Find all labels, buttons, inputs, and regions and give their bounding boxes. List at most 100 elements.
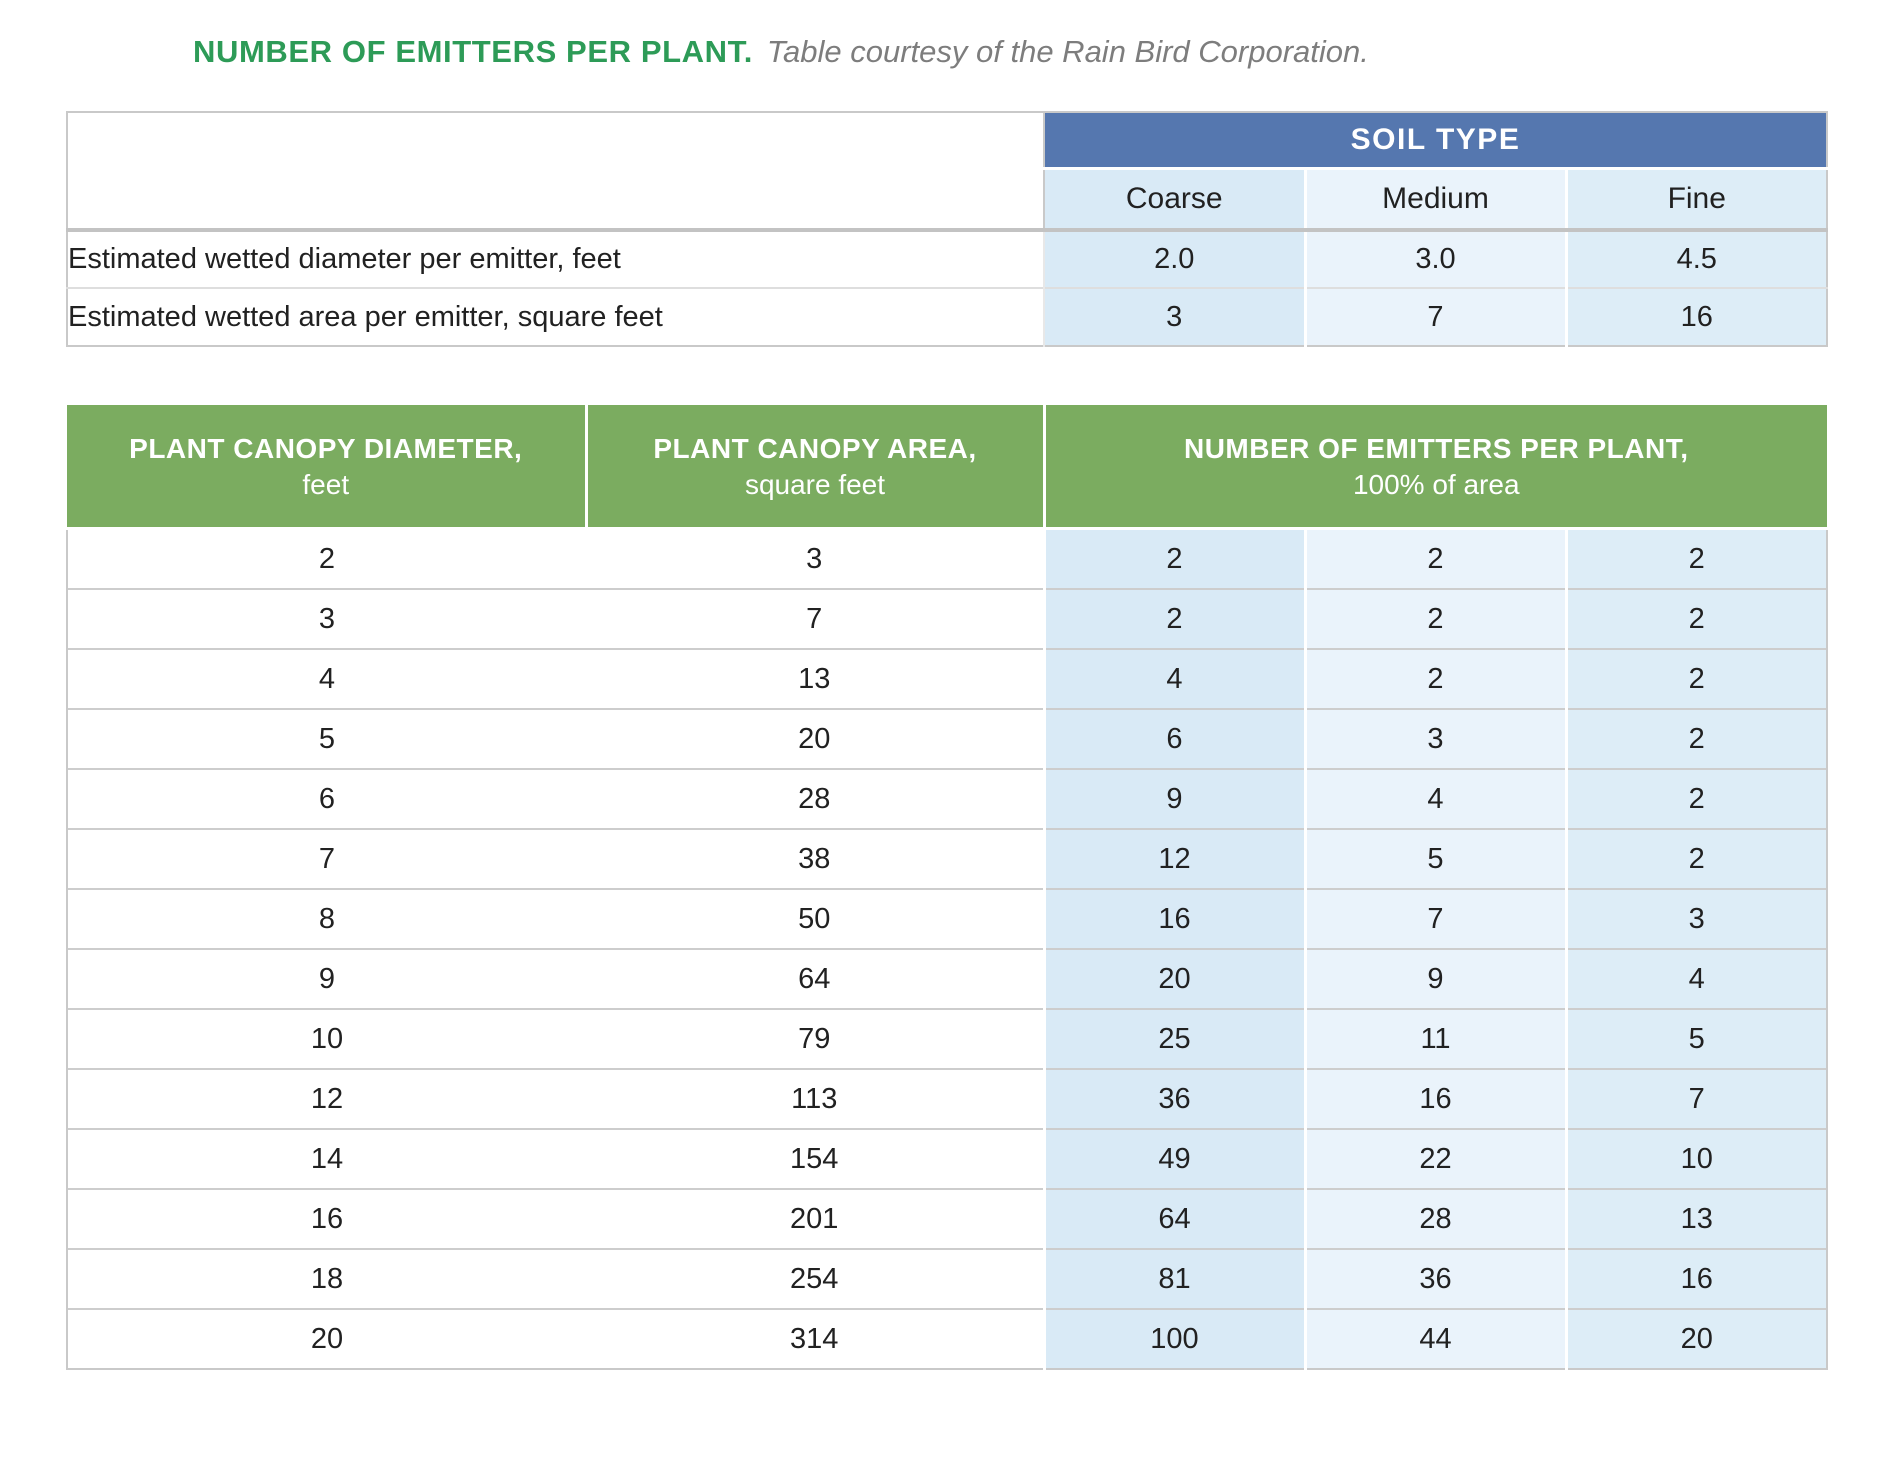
table-cell: 20 <box>66 1308 586 1370</box>
table-cell: 4 <box>1564 948 1828 1009</box>
table-cell: 5 <box>1564 1008 1828 1069</box>
column-header-fine: Fine <box>1564 166 1827 232</box>
table-cell: 13 <box>586 648 1044 709</box>
table-cell: 5 <box>1303 828 1566 889</box>
table-cell: 2 <box>1042 588 1305 649</box>
soil-column-header-row: Coarse Medium Fine <box>67 166 1827 232</box>
table-cell: 201 <box>586 1188 1044 1249</box>
table-cell: 2 <box>1564 768 1828 829</box>
table-cell: 64 <box>586 948 1044 1009</box>
table-cell: 8 <box>66 888 586 949</box>
table-cell: 4.5 <box>1564 230 1827 288</box>
table-row: 18 254 81 36 16 <box>66 1248 1828 1309</box>
table-cell: 3 <box>586 528 1044 589</box>
table-cell: 16 <box>1564 287 1827 346</box>
table-cell: 2 <box>1303 528 1566 589</box>
table-cell: 12 <box>66 1068 586 1129</box>
column-header-canopy-diameter: PLANT CANOPY DIAMETER, feet <box>67 405 586 530</box>
column-header-canopy-area: PLANT CANOPY AREA, square feet <box>584 405 1044 530</box>
table-cell: 7 <box>1303 888 1566 949</box>
table-cell: 28 <box>1303 1188 1566 1249</box>
table-cell: 36 <box>1303 1248 1566 1309</box>
table-cell: 2 <box>1303 648 1566 709</box>
table-cell: 3 <box>1564 888 1828 949</box>
table-cell: 16 <box>1042 888 1305 949</box>
table-row: 6 28 9 4 2 <box>66 768 1828 829</box>
table-row: 14 154 49 22 10 <box>66 1128 1828 1189</box>
table-row: 9 64 20 9 4 <box>66 948 1828 1009</box>
table-cell: 20 <box>1564 1308 1828 1370</box>
table-cell: 16 <box>66 1188 586 1249</box>
table-cell: 7 <box>1303 287 1566 346</box>
table-cell: 113 <box>586 1068 1044 1129</box>
table-row: 20 314 100 44 20 <box>66 1308 1828 1370</box>
table-cell: 11 <box>1303 1008 1566 1069</box>
table-cell: 3.0 <box>1303 230 1566 288</box>
table-cell: 10 <box>1564 1128 1828 1189</box>
table-cell: 4 <box>1042 648 1305 709</box>
header-line1: PLANT CANOPY DIAMETER, <box>129 433 523 464</box>
table-cell: 154 <box>586 1128 1044 1189</box>
table-row: 16 201 64 28 13 <box>66 1188 1828 1249</box>
table-cell: 2 <box>1564 588 1828 649</box>
figure-title: NUMBER OF EMITTERS PER PLANT. Table court… <box>193 34 1369 70</box>
table-cell: 4 <box>1303 768 1566 829</box>
table-row: 5 20 6 3 2 <box>66 708 1828 769</box>
table-row: 10 79 25 11 5 <box>66 1008 1828 1069</box>
emitters-header-row: PLANT CANOPY DIAMETER, feet PLANT CANOPY… <box>67 405 1827 530</box>
table-cell: 100 <box>1042 1308 1305 1370</box>
figure-title-text: NUMBER OF EMITTERS PER PLANT. <box>193 34 753 69</box>
table-cell: 14 <box>66 1128 586 1189</box>
table-cell: 254 <box>586 1248 1044 1309</box>
blank-cell <box>67 168 1045 232</box>
emitters-per-plant-table: PLANT CANOPY DIAMETER, feet PLANT CANOPY… <box>66 405 1828 1370</box>
table-cell: 10 <box>66 1008 586 1069</box>
table-cell: 2 <box>1564 828 1828 889</box>
table-row-wetted-area: Estimated wetted area per emitter, squar… <box>67 287 1827 346</box>
table-cell: 2 <box>1564 708 1828 769</box>
column-header-coarse: Coarse <box>1044 166 1305 232</box>
table-cell: 3 <box>1303 708 1566 769</box>
table-cell: 9 <box>1303 948 1566 1009</box>
table-cell: 9 <box>1042 768 1305 829</box>
table-cell: 79 <box>586 1008 1044 1069</box>
table-row: 7 38 12 5 2 <box>66 828 1828 889</box>
table-cell: 3 <box>66 588 586 649</box>
table-cell: 2 <box>1042 528 1305 589</box>
table-row-wetted-diameter: Estimated wetted diameter per emitter, f… <box>67 230 1827 288</box>
table-cell: 20 <box>586 708 1044 769</box>
table-cell: 6 <box>1042 708 1305 769</box>
table-cell: 2 <box>1564 528 1828 589</box>
table-cell: 20 <box>1042 948 1305 1009</box>
table-cell: 28 <box>586 768 1044 829</box>
table-cell: 50 <box>586 888 1044 949</box>
table-cell: 6 <box>66 768 586 829</box>
table-row: 12 113 36 16 7 <box>66 1068 1828 1129</box>
table-cell: 3 <box>1044 287 1305 346</box>
table-cell: 18 <box>66 1248 586 1309</box>
table-cell: 2.0 <box>1044 230 1305 288</box>
table-cell: 2 <box>66 528 586 589</box>
table-cell: 13 <box>1564 1188 1828 1249</box>
table-cell: 49 <box>1042 1128 1305 1189</box>
column-header-number-of-emitters: NUMBER OF EMITTERS PER PLANT, 100% of ar… <box>1042 405 1827 530</box>
table-cell: 64 <box>1042 1188 1305 1249</box>
table-cell: 81 <box>1042 1248 1305 1309</box>
soil-type-group-header: SOIL TYPE <box>1044 112 1827 168</box>
table-cell: 44 <box>1303 1308 1566 1370</box>
table-cell: 22 <box>1303 1128 1566 1189</box>
row-label: Estimated wetted diameter per emitter, f… <box>67 230 1045 288</box>
table-cell: 2 <box>1564 648 1828 709</box>
table-cell: 4 <box>66 648 586 709</box>
column-header-medium: Medium <box>1303 166 1566 232</box>
table-cell: 7 <box>66 828 586 889</box>
header-line1: NUMBER OF EMITTERS PER PLANT, <box>1183 433 1689 464</box>
row-label: Estimated wetted area per emitter, squar… <box>67 287 1045 346</box>
table-cell: 38 <box>586 828 1044 889</box>
blank-cell <box>67 112 1045 168</box>
table-cell: 314 <box>586 1308 1044 1370</box>
soil-type-table: SOIL TYPE Coarse Medium Fine Estimated w… <box>66 111 1828 347</box>
